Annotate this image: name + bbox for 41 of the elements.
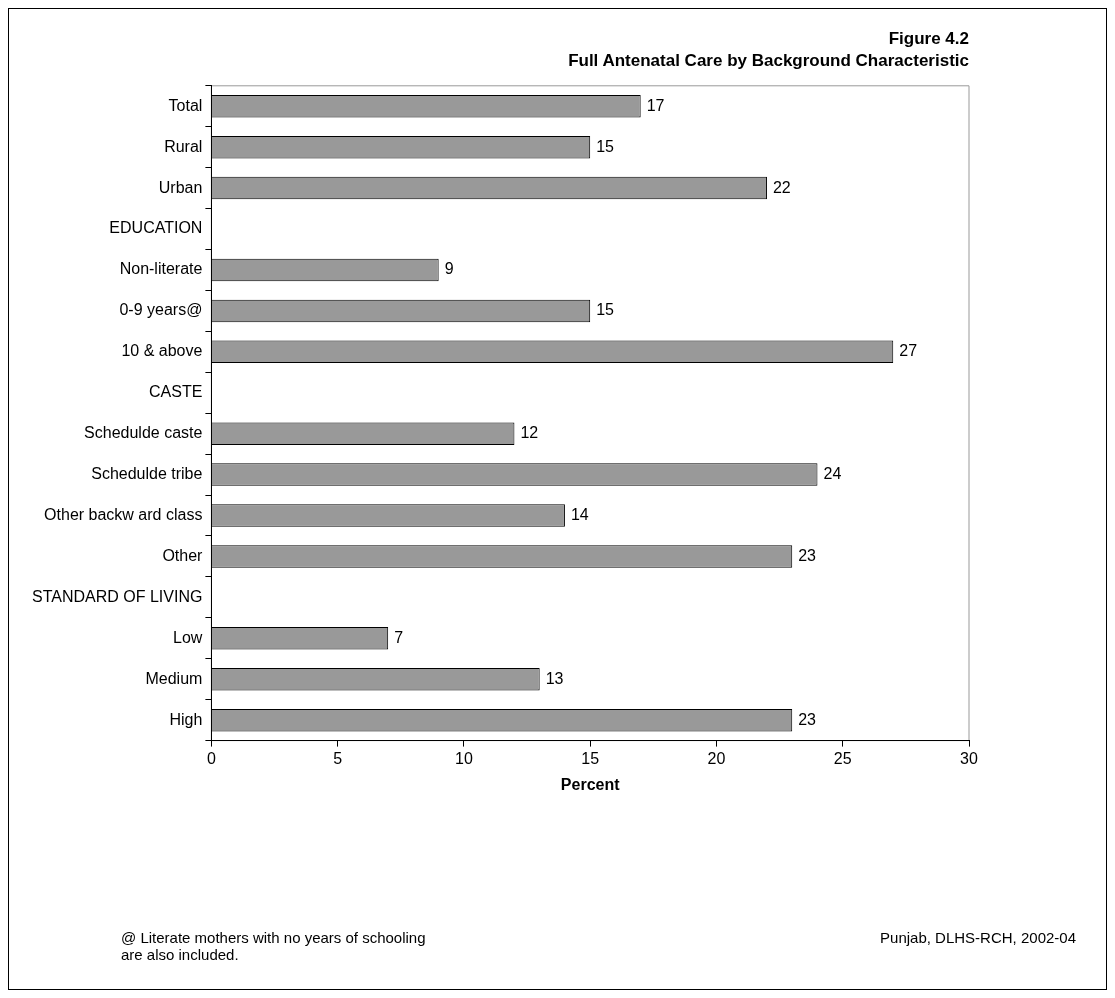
chart-subtitle: Full Antenatal Care by Background Characteristic <box>568 51 969 71</box>
y-tick-label: STANDARD OF LIVING <box>32 587 203 605</box>
y-tick-label: Total <box>168 96 203 114</box>
data-label: 14 <box>570 505 589 523</box>
y-tick-label: Schedulde tribe <box>91 464 203 482</box>
data-label: 23 <box>798 546 817 564</box>
chart-title: Figure 4.2 <box>888 28 969 48</box>
y-tick-label: EDUCATION <box>109 219 203 237</box>
y-tick-label: 0-9 years@ <box>119 301 203 319</box>
data-label: 27 <box>899 342 918 360</box>
data-label: 15 <box>596 137 615 155</box>
data-label: 13 <box>545 669 564 687</box>
x-axis-title: Percent <box>560 775 621 793</box>
y-tick-label: Non-literate <box>119 260 203 278</box>
y-tick-label: Low <box>173 628 203 646</box>
y-tick-label: CASTE <box>149 383 203 401</box>
text: Punjab, DLHS-RCH, 2002-04 <box>880 929 1076 946</box>
text: @ Literate mothers with no years of schooling are also included. <box>121 929 426 963</box>
y-tick-label: Medium <box>145 669 203 687</box>
x-tick-label: 0 <box>206 749 216 767</box>
data-label: 23 <box>798 710 817 728</box>
y-tick-label: High <box>169 710 203 728</box>
y-tick-label: Other <box>162 546 204 564</box>
x-tick-label: 30 <box>960 749 978 767</box>
y-tick-label: Schedulde caste <box>84 424 203 442</box>
data-label: 9 <box>444 260 454 278</box>
x-tick-label: 10 <box>455 749 473 767</box>
data-label: 17 <box>646 96 665 114</box>
y-tick-label: Rural <box>164 137 203 155</box>
x-tick-label: 5 <box>333 749 343 767</box>
y-tick-label: 10 & above <box>121 342 203 360</box>
data-label: 24 <box>823 464 842 482</box>
data-label: 22 <box>772 178 791 196</box>
x-tick-label: 15 <box>581 749 600 767</box>
y-tick-label: Other backw ard class <box>44 505 203 523</box>
x-tick-label: 20 <box>707 749 726 767</box>
data-label: 12 <box>520 424 539 442</box>
y-tick-label: Urban <box>158 178 203 196</box>
data-label: 15 <box>596 301 615 319</box>
x-tick-label: 25 <box>833 749 852 767</box>
data-label: 7 <box>394 628 404 646</box>
